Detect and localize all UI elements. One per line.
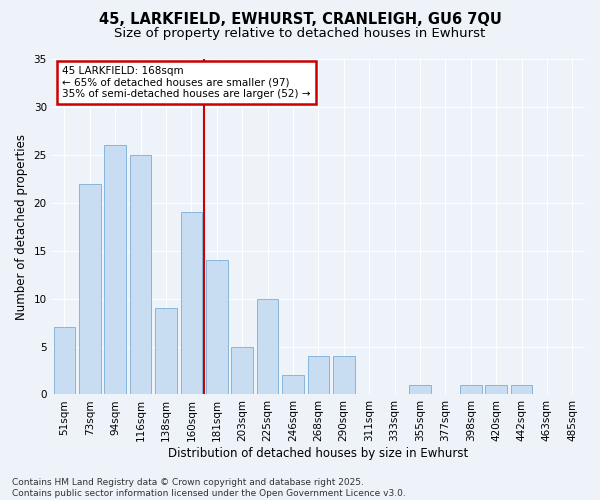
Bar bbox=[206, 260, 227, 394]
X-axis label: Distribution of detached houses by size in Ewhurst: Distribution of detached houses by size … bbox=[168, 447, 469, 460]
Text: 45, LARKFIELD, EWHURST, CRANLEIGH, GU6 7QU: 45, LARKFIELD, EWHURST, CRANLEIGH, GU6 7… bbox=[98, 12, 502, 28]
Bar bbox=[511, 385, 532, 394]
Bar bbox=[104, 146, 126, 394]
Bar bbox=[460, 385, 482, 394]
Text: 45 LARKFIELD: 168sqm
← 65% of detached houses are smaller (97)
35% of semi-detac: 45 LARKFIELD: 168sqm ← 65% of detached h… bbox=[62, 66, 311, 99]
Bar bbox=[485, 385, 507, 394]
Bar bbox=[79, 184, 101, 394]
Bar bbox=[308, 356, 329, 395]
Bar bbox=[155, 308, 177, 394]
Text: Contains HM Land Registry data © Crown copyright and database right 2025.
Contai: Contains HM Land Registry data © Crown c… bbox=[12, 478, 406, 498]
Bar bbox=[53, 328, 75, 394]
Bar bbox=[333, 356, 355, 395]
Bar bbox=[282, 376, 304, 394]
Bar bbox=[409, 385, 431, 394]
Bar bbox=[181, 212, 202, 394]
Bar bbox=[130, 155, 151, 394]
Text: Size of property relative to detached houses in Ewhurst: Size of property relative to detached ho… bbox=[115, 28, 485, 40]
Y-axis label: Number of detached properties: Number of detached properties bbox=[15, 134, 28, 320]
Bar bbox=[232, 346, 253, 395]
Bar bbox=[257, 298, 278, 394]
